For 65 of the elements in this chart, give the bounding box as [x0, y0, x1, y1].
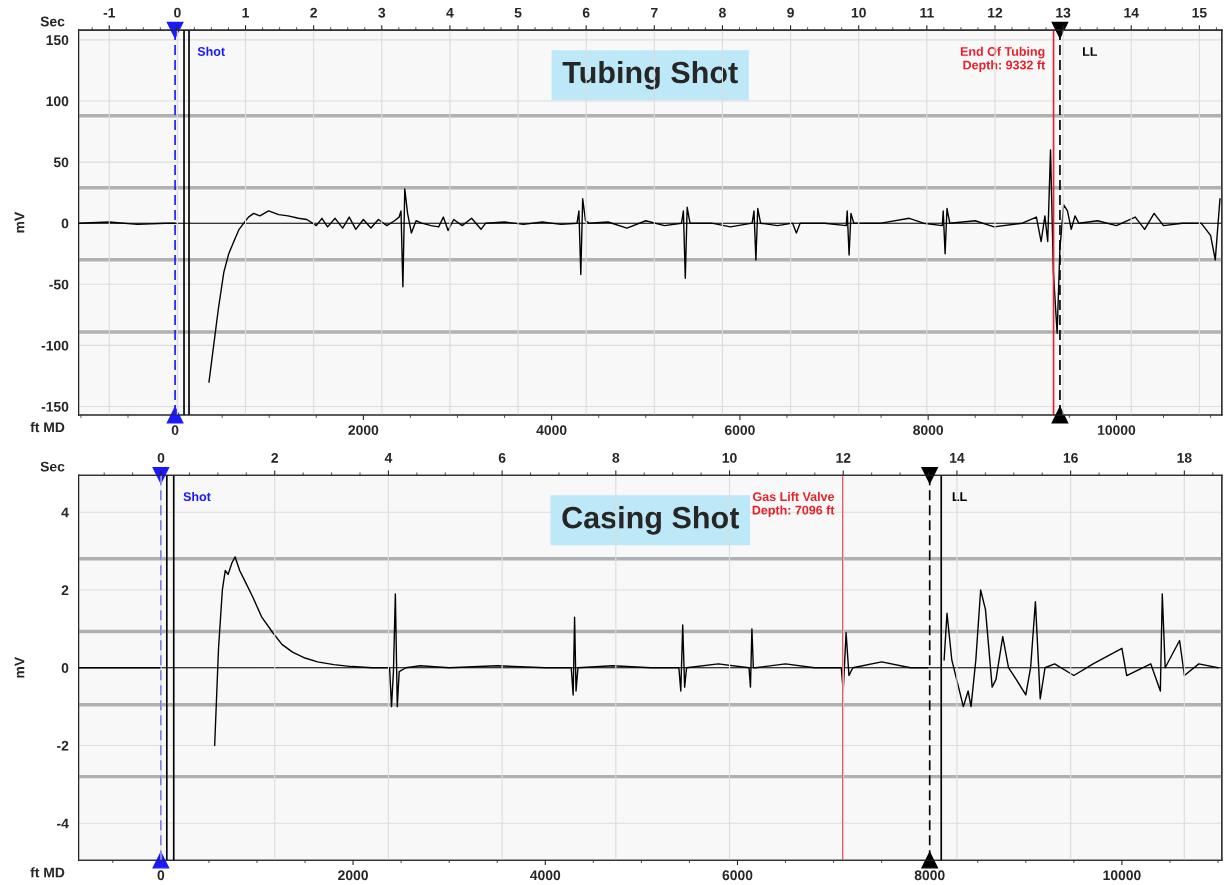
y-tick-label: -4 — [57, 818, 69, 829]
x2-tick-label: 4 — [384, 453, 393, 463]
x2-tick-label: 4 — [446, 7, 454, 18]
x2-tick-label: 12 — [988, 7, 1003, 18]
y-tick-label: 100 — [46, 96, 69, 107]
x2-tick-label: 13 — [1056, 7, 1071, 18]
y-tick-label: -100 — [41, 340, 69, 351]
y-tick-label: 2 — [61, 585, 69, 595]
x-tick-label: 6000 — [724, 425, 755, 435]
x-tick-label: 0 — [157, 870, 165, 881]
x2-tick-label: 9 — [787, 7, 794, 18]
x2-tick-label: 18 — [1177, 452, 1192, 463]
y-axis-title: mV — [14, 657, 25, 678]
x-tick-label: 4000 — [536, 425, 567, 435]
y-tick-label: -50 — [49, 279, 69, 290]
y-tick-label: 0 — [61, 218, 69, 229]
x-axis-title: ft MD — [30, 867, 65, 878]
x2-tick-label: 10 — [722, 452, 737, 463]
ref-line-label: End Of Tubing Depth: 9332 ft — [960, 46, 1046, 72]
text: Tubing Shot — [562, 60, 738, 90]
x-tick-label: 4000 — [530, 870, 561, 881]
y-axis-title: mV — [14, 211, 25, 233]
x-tick-label: 10000 — [1097, 425, 1136, 435]
ref-line-label: Shot — [197, 46, 225, 56]
x2-tick-label: 14 — [1124, 7, 1139, 18]
x2-tick-label: 11 — [920, 7, 934, 18]
text: Casing Shot — [562, 506, 739, 535]
ref-line-label: Shot — [183, 491, 211, 502]
ref-line-label: LL — [1083, 47, 1098, 56]
x2-tick-label: 1 — [242, 7, 249, 18]
x2-axis-title: Sec — [40, 16, 65, 27]
x2-tick-label: 12 — [836, 452, 851, 463]
x-tick-label: 6000 — [722, 870, 753, 881]
x-tick-label: 8000 — [913, 425, 944, 435]
x-tick-label: 2000 — [338, 870, 368, 881]
y-tick-label: 150 — [46, 35, 69, 46]
x2-tick-label: 2 — [271, 452, 279, 463]
x2-tick-label: 6 — [498, 452, 506, 463]
y-tick-label: -2 — [57, 740, 69, 751]
y-tick-label: 4 — [61, 507, 69, 518]
x-axis-title: ft MD — [30, 421, 65, 433]
x-tick-label: 8000 — [914, 870, 945, 881]
x2-tick-label: 15 — [1192, 7, 1207, 18]
y-tick-label: -150 — [41, 401, 69, 412]
ref-line-label: Gas Lift Valve Depth: 7096 ft — [752, 491, 835, 518]
x2-tick-label: 7 — [651, 7, 658, 18]
x-tick-label: 0 — [171, 425, 179, 435]
x2-tick-label: 8 — [612, 452, 620, 463]
ref-line-label: LL — [952, 492, 967, 501]
x2-tick-label: 3 — [378, 7, 386, 18]
y-tick-label: 50 — [53, 157, 69, 168]
x2-tick-label: 16 — [1063, 452, 1078, 463]
x2-tick-label: 6 — [582, 7, 590, 18]
x-tick-label: 2000 — [348, 425, 379, 435]
x2-tick-label: 2 — [310, 7, 317, 18]
x2-tick-label: 0 — [174, 7, 181, 18]
x2-tick-label: 14 — [950, 453, 965, 463]
x2-tick-label: 5 — [514, 7, 522, 18]
y-tick-label: 0 — [61, 663, 69, 673]
x2-tick-label: 0 — [157, 452, 165, 463]
x2-tick-label: -1 — [103, 7, 116, 18]
x2-tick-label: 8 — [719, 7, 726, 18]
x-tick-label: 10000 — [1103, 870, 1141, 881]
x2-axis-title: Sec — [40, 461, 65, 472]
x2-tick-label: 10 — [851, 7, 866, 18]
